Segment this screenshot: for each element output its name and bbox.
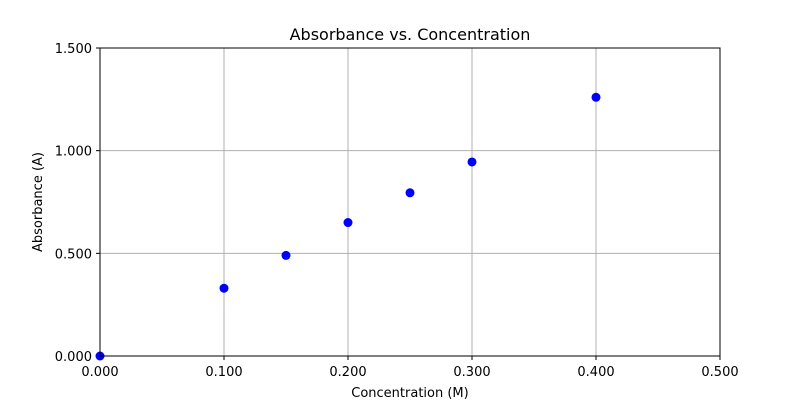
data-point xyxy=(405,188,415,198)
plot-frame xyxy=(99,47,721,357)
data-point xyxy=(343,218,353,228)
x-tick-label: 0.500 xyxy=(701,365,738,380)
x-tick-label: 0.200 xyxy=(329,365,366,380)
x-tick-label: 0.100 xyxy=(205,365,242,380)
y-tick-label: 0.500 xyxy=(55,247,92,262)
data-point xyxy=(219,283,229,293)
data-point xyxy=(467,157,477,167)
x-axis-label: Concentration (M) xyxy=(351,386,468,400)
axis-ticks: 0.000 0.100 0.200 0.300 0.400 0.500 0.000 0.500… xyxy=(55,42,739,380)
x-tick-label: 0.400 xyxy=(577,365,614,380)
x-tick-label: 0.000 xyxy=(81,365,118,380)
chart-title: Absorbance vs. Concentration xyxy=(290,25,531,44)
data-point xyxy=(281,250,291,260)
y-tick-label: 1.000 xyxy=(55,145,92,160)
y-axis-label: Absorbance (A) xyxy=(31,152,46,252)
y-tick-label: 0.000 xyxy=(55,350,92,365)
x-tick-label: 0.300 xyxy=(453,365,490,380)
grid-lines xyxy=(99,47,721,357)
y-tick-label: 1.500 xyxy=(55,42,92,57)
data-point xyxy=(591,92,601,102)
